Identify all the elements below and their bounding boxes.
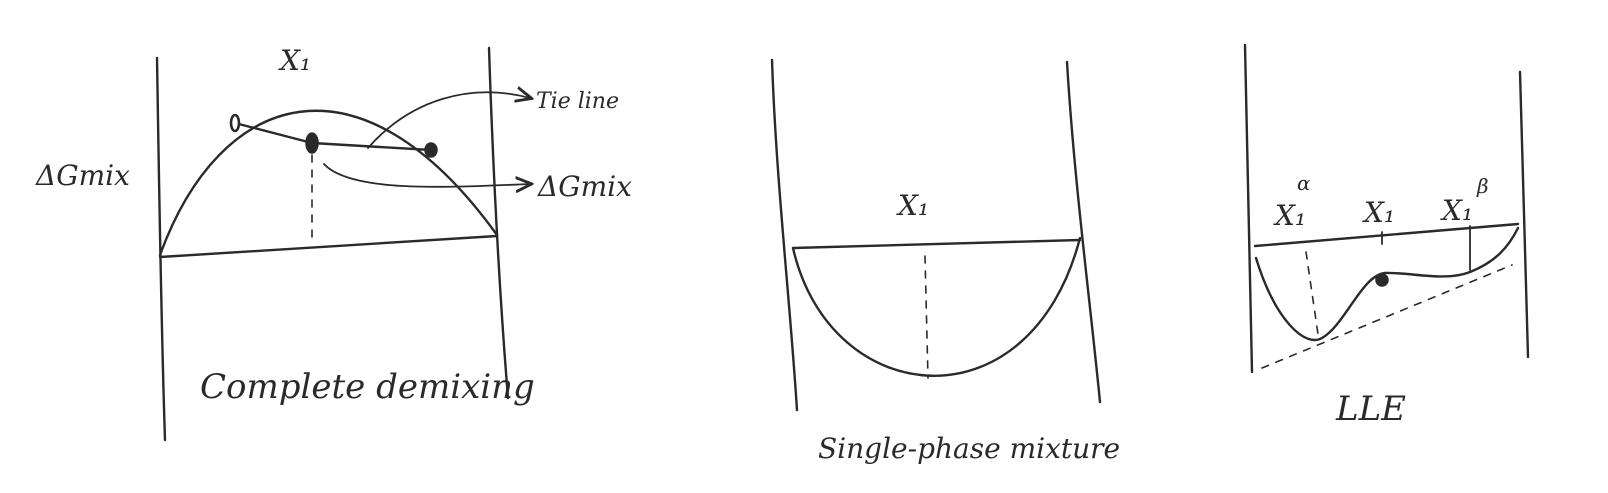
- tie-line: [233, 121, 433, 152]
- phase-point-right: [424, 142, 438, 158]
- beta-superscript: β: [1476, 174, 1489, 198]
- x1-label: X₁: [278, 44, 311, 77]
- x-alpha-dashed-line: [1305, 251, 1319, 335]
- baseline: [158, 234, 499, 259]
- composition-dashed-line: [924, 255, 929, 379]
- right-wall: [1065, 60, 1102, 404]
- tie-line-label: Tie line: [536, 89, 619, 114]
- dgmix-arrow: [323, 163, 530, 187]
- phase-point-left: [229, 113, 241, 133]
- x1-beta-label: X₁: [1440, 194, 1473, 227]
- panel-single-phase-mixture: X₁ Single-phase mixture: [770, 58, 1120, 465]
- left-wall: [155, 56, 167, 442]
- panel-lle: X₁ α X₁ X₁ β LLE: [1243, 43, 1530, 429]
- left-wall: [1243, 43, 1254, 374]
- panel-caption: LLE: [1335, 389, 1406, 429]
- baseline: [1253, 222, 1520, 248]
- mixture-point: [305, 132, 319, 154]
- alpha-superscript: α: [1297, 171, 1311, 195]
- right-wall: [1518, 70, 1530, 359]
- x1-mid-label: X₁: [1362, 196, 1395, 229]
- x1-alpha-label: X₁: [1273, 199, 1306, 232]
- x1-label: X₁: [896, 189, 929, 222]
- right-wall: [487, 46, 510, 400]
- concave-curve: [158, 109, 499, 257]
- y-axis-label: ΔGmix: [35, 159, 130, 192]
- tie-line-arrow: [367, 92, 530, 149]
- baseline: [791, 238, 1082, 250]
- panel-caption: Complete demixing: [200, 367, 535, 407]
- left-wall: [770, 58, 799, 412]
- common-tangent: [1261, 264, 1513, 369]
- panel-complete-demixing: X₁ ΔGmix Tie line ΔGmix Complete demixin…: [35, 44, 632, 442]
- mixture-point: [1375, 273, 1389, 287]
- panel-caption: Single-phase mixture: [818, 432, 1120, 465]
- dgmix-point-label: ΔGmix: [537, 170, 632, 203]
- convex-curve: [791, 236, 1082, 377]
